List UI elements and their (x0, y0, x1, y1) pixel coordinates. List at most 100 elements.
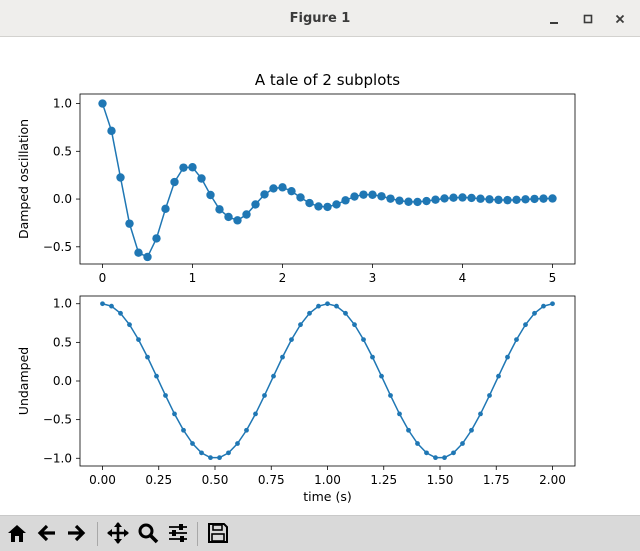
bottom-x-tick-label: 0.50 (202, 473, 229, 487)
top-data-point (323, 202, 332, 212)
top-data-point (296, 193, 305, 202)
navigation-toolbar (0, 515, 640, 551)
bottom-data-point (424, 450, 429, 456)
home-icon (8, 525, 26, 542)
top-data-point (413, 197, 422, 207)
bottom-data-point (316, 303, 321, 309)
bottom-data-point (109, 303, 114, 309)
bottom-data-point (145, 354, 150, 360)
top-data-point (368, 190, 377, 199)
top-data-point (188, 163, 197, 172)
figure-canvas[interactable]: 0 1 2 3 4 5 1.0 0.5 0.0 −0.5 A tale of 2 subplots D… (0, 37, 640, 515)
zoom-button[interactable] (135, 520, 161, 546)
bottom-data-point (307, 310, 312, 316)
bottom-data-point (100, 301, 105, 307)
top-data-point (359, 190, 368, 199)
bottom-data-point (541, 303, 546, 309)
top-data-point (269, 184, 278, 193)
title-bar[interactable]: Figure 1 (0, 0, 640, 37)
top-y-tick-label: 0.5 (53, 144, 72, 158)
configure-subplots-button[interactable] (165, 520, 191, 546)
bottom-x-tick-label: 0.00 (89, 473, 116, 487)
bottom-data-point (118, 310, 123, 316)
close-icon (615, 14, 625, 24)
top-data-point (305, 198, 314, 208)
bottom-y-tick-label: 0.5 (53, 335, 72, 349)
bottom-data-point (496, 373, 501, 379)
bottom-y-axis-label: Undamped (16, 347, 31, 415)
bottom-data-point (253, 411, 258, 417)
home-button[interactable] (4, 520, 30, 546)
bottom-y-tick-label: −1.0 (43, 451, 72, 465)
top-data-point (242, 210, 251, 219)
top-data-point (314, 202, 323, 211)
top-data-point (161, 204, 170, 214)
top-x-tick-label: 3 (369, 271, 377, 285)
pan-button[interactable] (105, 520, 131, 546)
bottom-data-point (163, 393, 168, 398)
bottom-data-point (127, 322, 132, 328)
bottom-data-point (370, 354, 375, 360)
bottom-data-point (181, 427, 186, 433)
top-data-point (404, 197, 413, 206)
bottom-data-point (343, 310, 348, 316)
top-y-tick-label: 1.0 (53, 97, 72, 111)
top-data-point (395, 196, 404, 205)
top-data-point (503, 195, 512, 205)
move-icon (107, 522, 129, 544)
bottom-data-point (487, 393, 492, 398)
close-button[interactable] (610, 9, 630, 29)
floppy-disk-icon (208, 523, 228, 543)
top-data-point (521, 195, 530, 204)
bottom-x-tick-label: 1.25 (370, 473, 397, 487)
top-x-tick-label: 5 (549, 271, 557, 285)
toolbar-separator (97, 522, 98, 546)
bottom-data-point (226, 450, 231, 456)
bottom-data-point (478, 411, 483, 417)
bottom-x-tick-label: 1.75 (483, 473, 510, 487)
top-data-point (179, 163, 188, 172)
figure-svg: 0 1 2 3 4 5 1.0 0.5 0.0 −0.5 A tale of 2 subplots D… (16, 71, 576, 504)
minimize-icon (550, 22, 558, 24)
top-data-point (332, 200, 341, 209)
minimize-button[interactable] (544, 9, 564, 29)
top-data-point (431, 195, 440, 204)
top-data-point (422, 196, 431, 206)
sliders-icon (169, 524, 187, 542)
top-x-tick-label: 2 (279, 271, 287, 285)
save-button[interactable] (205, 520, 231, 546)
bottom-data-point (361, 337, 366, 342)
top-axes-frame (79, 93, 576, 265)
window-title: Figure 1 (289, 11, 351, 26)
chart-title: A tale of 2 subplots (255, 71, 400, 89)
bottom-x-tick-label: 1.50 (427, 473, 454, 487)
toolbar-separator (197, 522, 198, 546)
forward-button[interactable] (63, 520, 89, 546)
top-data-point (449, 193, 458, 202)
top-data-point (350, 192, 359, 201)
top-data-point (170, 177, 179, 187)
bottom-data-point (217, 455, 222, 461)
bottom-data-point (244, 427, 249, 433)
top-data-point (278, 183, 287, 192)
top-y-tick-label: 0.0 (53, 192, 72, 206)
bottom-y-tick-label: 1.0 (53, 297, 72, 311)
bottom-data-point (532, 310, 537, 316)
top-data-point (485, 195, 494, 204)
bottom-data-point (397, 411, 402, 417)
bottom-data-point (136, 337, 141, 342)
top-data-point (512, 195, 521, 205)
maximize-button[interactable] (578, 9, 598, 29)
top-data-point (530, 194, 539, 204)
top-data-point (548, 194, 557, 203)
bottom-y-tick-label: −0.5 (43, 413, 72, 427)
bottom-data-point (235, 441, 240, 446)
back-button[interactable] (34, 520, 60, 546)
top-data-point (125, 219, 134, 228)
bottom-data-point (388, 393, 393, 398)
top-data-point (233, 216, 242, 225)
top-data-point (215, 205, 224, 214)
bottom-data-point (298, 322, 303, 328)
top-data-point (197, 174, 206, 183)
